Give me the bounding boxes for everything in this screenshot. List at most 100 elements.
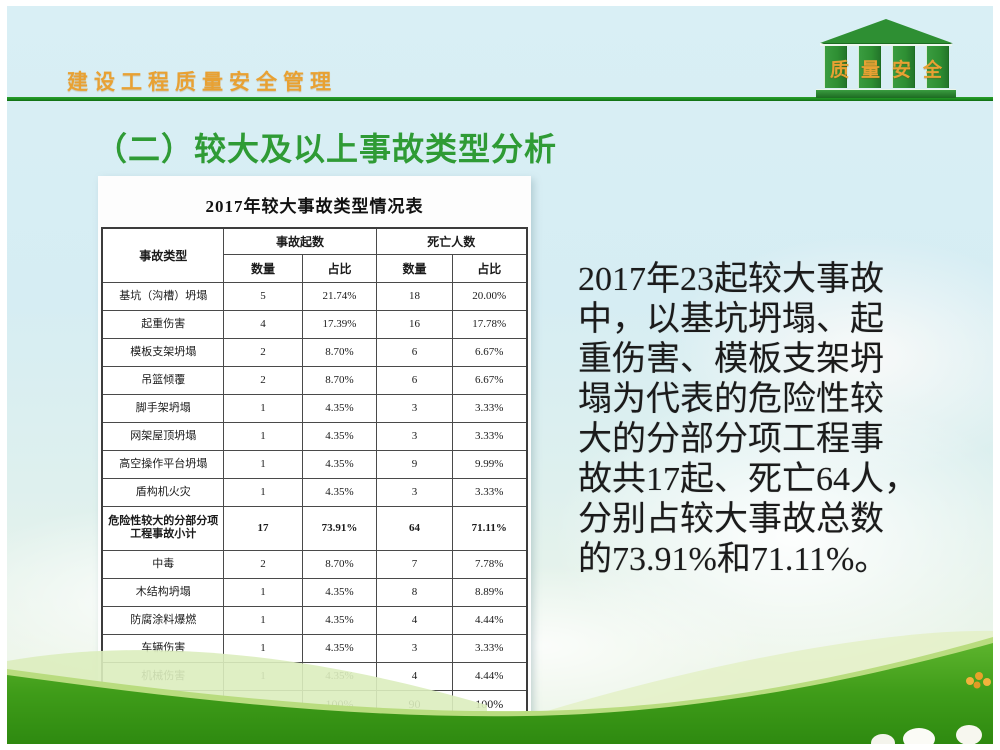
table-row: 中毒 2 8.70% 7 7.78%	[101, 549, 528, 579]
logo-column-icon	[823, 46, 847, 88]
cell-deaths: 3	[376, 633, 453, 663]
cell-cases-share: 4.35%	[301, 421, 378, 451]
table-row: 吊篮倾覆 2 8.70% 6 6.67%	[101, 365, 528, 395]
cell-deaths-share: 4.44%	[451, 605, 528, 635]
table-row: 盾构机火灾 1 4.35% 3 3.33%	[101, 477, 528, 507]
table-row: 危险性较大的分部分项工程事故小计 17 73.91% 64 71.11%	[101, 505, 528, 551]
cell-cases-share: 17.39%	[301, 309, 378, 339]
cell-cases: 1	[222, 477, 303, 507]
slide: 建设工程质量安全管理 质量安全 （二）较大及以上事故类型分析 2017年较大事故…	[7, 6, 993, 744]
cell-cases-share: 8.70%	[301, 365, 378, 395]
cell-cases-share: 8.70%	[301, 549, 378, 579]
cell-cases-share: 4.35%	[301, 449, 378, 479]
cell-accident-type: 中毒	[101, 549, 224, 579]
cell-deaths: 16	[376, 309, 453, 339]
cell-cases-share: 4.35%	[301, 577, 378, 607]
cell-cases: 1	[222, 449, 303, 479]
cell-deaths-share: 9.99%	[451, 449, 528, 479]
col-header-share: 占比	[301, 253, 378, 283]
cell-cases-share: 73.91%	[301, 505, 378, 551]
cell-cases-share: 21.74%	[301, 281, 378, 311]
quality-safety-logo: 质量安全	[813, 19, 959, 103]
cell-deaths-share: 6.67%	[451, 337, 528, 367]
cell-deaths: 3	[376, 477, 453, 507]
cell-deaths: 3	[376, 393, 453, 423]
cell-cases: 2	[222, 549, 303, 579]
cell-cases-share: 4.35%	[301, 393, 378, 423]
col-header-count: 数量	[222, 253, 303, 283]
cell-cases: 1	[222, 421, 303, 451]
table-row: 基坑（沟槽）坍塌 5 21.74% 18 20.00%	[101, 281, 528, 311]
cell-deaths-share: 6.67%	[451, 365, 528, 395]
col-header-deaths: 死亡人数	[375, 227, 528, 255]
cell-deaths: 6	[376, 365, 453, 395]
analysis-paragraph: 2017年23起较大事故 中，以基坑坍塌、起 重伤害、模板支架坍 塌为代表的危险…	[578, 261, 918, 578]
col-header-incidents: 事故起数	[222, 227, 378, 255]
cell-cases: 2	[222, 365, 303, 395]
flowers-icon	[966, 672, 991, 689]
cell-cases-share: 8.70%	[301, 337, 378, 367]
cell-deaths-share: 3.33%	[451, 477, 528, 507]
cell-accident-type: 高空操作平台坍塌	[101, 449, 224, 479]
cell-accident-type: 起重伤害	[101, 309, 224, 339]
sheep-icon	[871, 725, 982, 744]
table-row: 起重伤害 4 17.39% 16 17.78%	[101, 309, 528, 339]
header-title: 建设工程质量安全管理	[67, 71, 337, 94]
cell-deaths: 9	[376, 449, 453, 479]
cell-deaths-share: 7.78%	[451, 549, 528, 579]
cell-deaths-share: 3.33%	[451, 393, 528, 423]
cell-cases: 1	[222, 577, 303, 607]
cell-deaths-share: 3.33%	[451, 633, 528, 663]
cell-cases: 4	[222, 309, 303, 339]
logo-label: 质量安全	[829, 60, 954, 81]
cell-accident-type: 防腐涂料爆燃	[101, 605, 224, 635]
logo-base	[816, 89, 956, 98]
cell-deaths-share: 20.00%	[451, 281, 528, 311]
table-header-row: 事故类型 事故起数 死亡人数	[101, 227, 528, 283]
cell-accident-type: 木结构坍塌	[101, 577, 224, 607]
table-row: 木结构坍塌 1 4.35% 8 8.89%	[101, 577, 528, 607]
cell-deaths: 6	[376, 337, 453, 367]
cell-deaths: 18	[376, 281, 453, 311]
cell-deaths-share: 3.33%	[451, 421, 528, 451]
cell-cases: 17	[222, 505, 303, 551]
cell-deaths: 7	[376, 549, 453, 579]
logo-columns	[813, 46, 959, 88]
grass-main	[7, 643, 993, 744]
cell-cases-share: 4.35%	[301, 633, 378, 663]
logo-entablature	[820, 43, 952, 46]
table-title: 2017年较大事故类型情况表	[205, 197, 424, 216]
logo-roof-icon	[820, 19, 952, 43]
table-panel: 2017年较大事故类型情况表 事故类型 事故起数 死亡人数 数量 占比 数量 占…	[98, 176, 531, 729]
cell-accident-type: 吊篮倾覆	[101, 365, 224, 395]
section-title: （二）较大及以上事故类型分析	[95, 131, 558, 167]
cell-deaths-share: 71.11%	[451, 505, 528, 551]
cell-cases: 5	[222, 281, 303, 311]
cell-cases: 1	[222, 393, 303, 423]
cell-accident-type: 模板支架坍塌	[101, 337, 224, 367]
cell-accident-type: 脚手架坍塌	[101, 393, 224, 423]
cell-deaths-share: 8.89%	[451, 577, 528, 607]
cell-accident-type: 基坑（沟槽）坍塌	[101, 281, 224, 311]
table-row: 脚手架坍塌 1 4.35% 3 3.33%	[101, 393, 528, 423]
cell-accident-type: 盾构机火灾	[101, 477, 224, 507]
cell-deaths: 3	[376, 421, 453, 451]
logo-column-icon	[857, 46, 881, 88]
col-header-share: 占比	[451, 253, 528, 283]
header-rule	[7, 97, 993, 101]
cell-cases: 2	[222, 337, 303, 367]
cell-deaths: 8	[376, 577, 453, 607]
cell-cases-share: 4.35%	[301, 477, 378, 507]
cell-accident-type: 危险性较大的分部分项工程事故小计	[101, 505, 224, 551]
col-header-count: 数量	[376, 253, 453, 283]
table-subheader-row: 数量 占比 数量 占比	[102, 253, 528, 283]
logo-column-icon	[925, 46, 949, 88]
cell-accident-type: 网架屋顶坍塌	[101, 421, 224, 451]
table-row: 高空操作平台坍塌 1 4.35% 9 9.99%	[101, 449, 528, 479]
table-row: 网架屋顶坍塌 1 4.35% 3 3.33%	[101, 421, 528, 451]
grass-hills	[7, 630, 993, 744]
cell-deaths-share: 17.78%	[451, 309, 528, 339]
accident-table: 事故类型 事故起数 死亡人数 数量 占比 数量 占比 基坑（沟槽）坍塌 5 21.7…	[101, 227, 528, 721]
col-header-accident-type: 事故类型	[101, 227, 224, 283]
cell-deaths: 64	[376, 505, 453, 551]
